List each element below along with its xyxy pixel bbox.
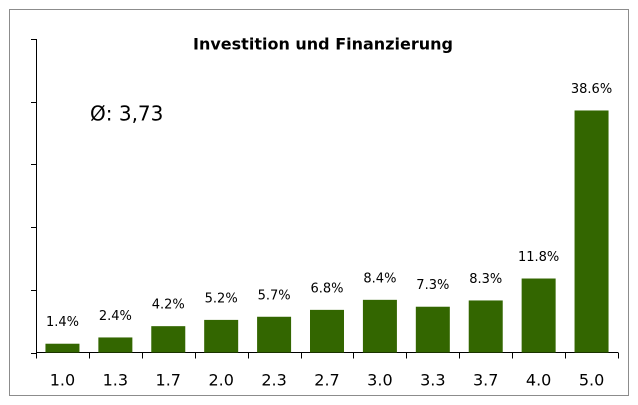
- bar: [45, 343, 80, 353]
- bar: [257, 316, 292, 353]
- annotation: Ø: 3,73: [90, 102, 163, 126]
- bar: [415, 306, 450, 353]
- bar: [310, 309, 344, 353]
- data-label: 1.4%: [46, 315, 79, 330]
- x-tick-label: 1.7: [156, 371, 181, 390]
- x-tick-label: 3.7: [473, 371, 498, 390]
- x-tick-label: 5.0: [579, 371, 604, 390]
- x-tick-label: 1.0: [50, 371, 75, 390]
- x-tick-label: 2.0: [208, 371, 233, 390]
- x-tick-label: 3.0: [367, 371, 392, 390]
- x-tick-label: 3.3: [420, 371, 445, 390]
- chart-title: Investition und Finanzierung: [193, 35, 453, 54]
- data-label: 4.2%: [152, 298, 185, 313]
- bar: [204, 319, 239, 353]
- data-label: 2.4%: [99, 309, 132, 324]
- x-tick-label: 2.7: [314, 371, 339, 390]
- data-label: 7.3%: [416, 278, 449, 293]
- data-label: 8.3%: [469, 272, 502, 287]
- data-label: 6.8%: [310, 281, 343, 296]
- bar: [362, 299, 397, 353]
- bar: [151, 326, 186, 353]
- data-label: 5.2%: [205, 291, 238, 306]
- x-tick-label: 4.0: [526, 371, 551, 390]
- bar: [468, 300, 503, 353]
- x-tick-label: 2.3: [261, 371, 286, 390]
- bar: [98, 337, 133, 353]
- x-tick-label: 1.3: [103, 371, 128, 390]
- bar: [574, 110, 609, 353]
- data-label: 38.6%: [571, 82, 612, 97]
- bar: [521, 278, 556, 353]
- data-label: 11.8%: [518, 250, 559, 265]
- data-label: 5.7%: [258, 288, 291, 303]
- data-label: 8.4%: [363, 271, 396, 286]
